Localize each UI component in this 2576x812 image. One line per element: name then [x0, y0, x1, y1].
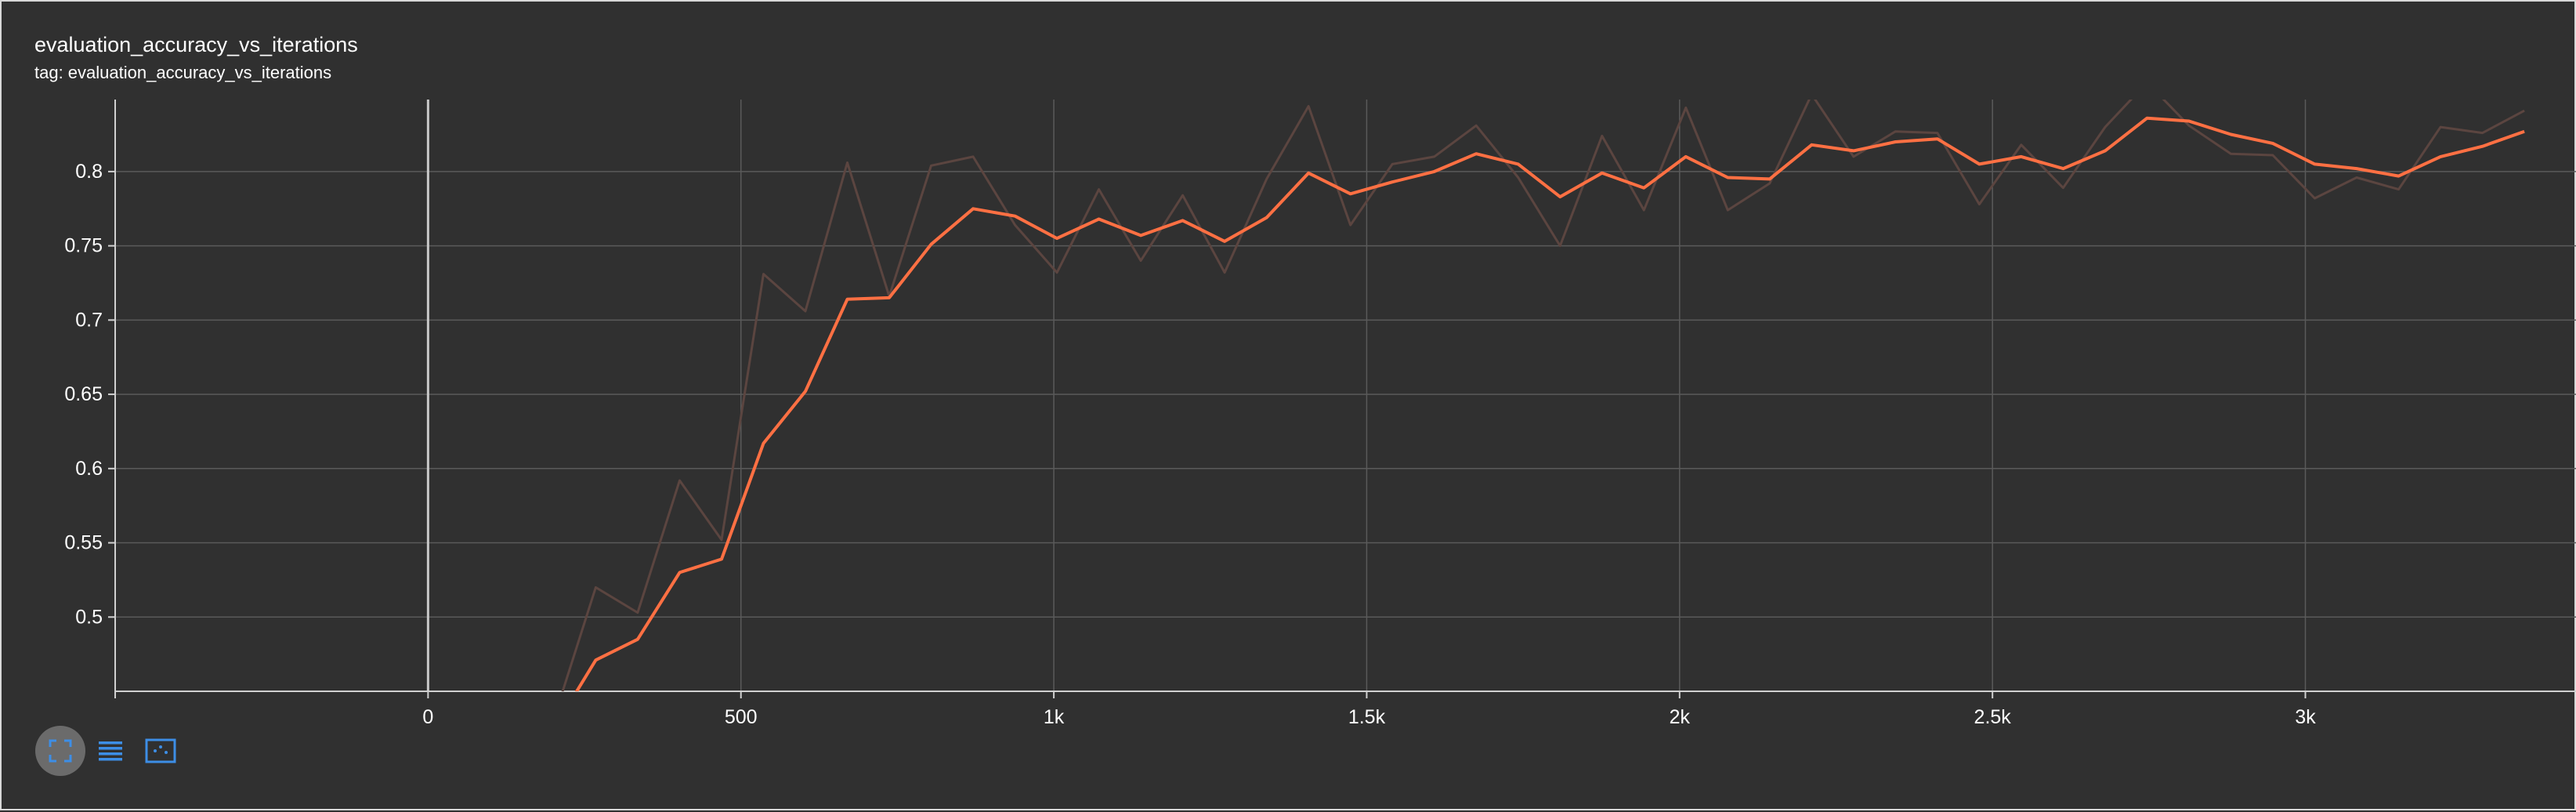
chart-title: evaluation_accuracy_vs_iterations	[34, 33, 358, 56]
y-tick-label: 0.7	[75, 309, 103, 331]
x-tick-label: 2k	[1670, 706, 1691, 728]
fit-domain-icon	[145, 738, 176, 763]
y-tick-label: 0.75	[64, 235, 103, 257]
fullscreen-icon	[49, 739, 72, 763]
x-tick-label: 3k	[2295, 706, 2316, 728]
data-table-button[interactable]	[85, 726, 136, 776]
data-table-icon	[99, 741, 122, 761]
chart-tag: tag: evaluation_accuracy_vs_iterations	[34, 63, 332, 82]
y-tick-label: 0.8	[75, 161, 103, 183]
x-tick-label: 2.5k	[1974, 706, 2012, 728]
x-tick-label: 1k	[1044, 706, 1065, 728]
y-tick-label: 0.55	[64, 532, 103, 554]
x-tick-label: 1.5k	[1348, 706, 1386, 728]
smoothed-series-line[interactable]	[553, 116, 2525, 730]
fit-domain-button[interactable]	[136, 726, 186, 776]
y-tick-label: 0.5	[75, 606, 103, 628]
raw-series-line[interactable]	[553, 82, 2525, 721]
y-tick-label: 0.6	[75, 458, 103, 480]
x-tick-label: 500	[725, 706, 758, 728]
y-tick-label: 0.65	[64, 383, 103, 405]
x-tick-label: 0	[422, 706, 433, 728]
fullscreen-button[interactable]	[35, 726, 85, 776]
